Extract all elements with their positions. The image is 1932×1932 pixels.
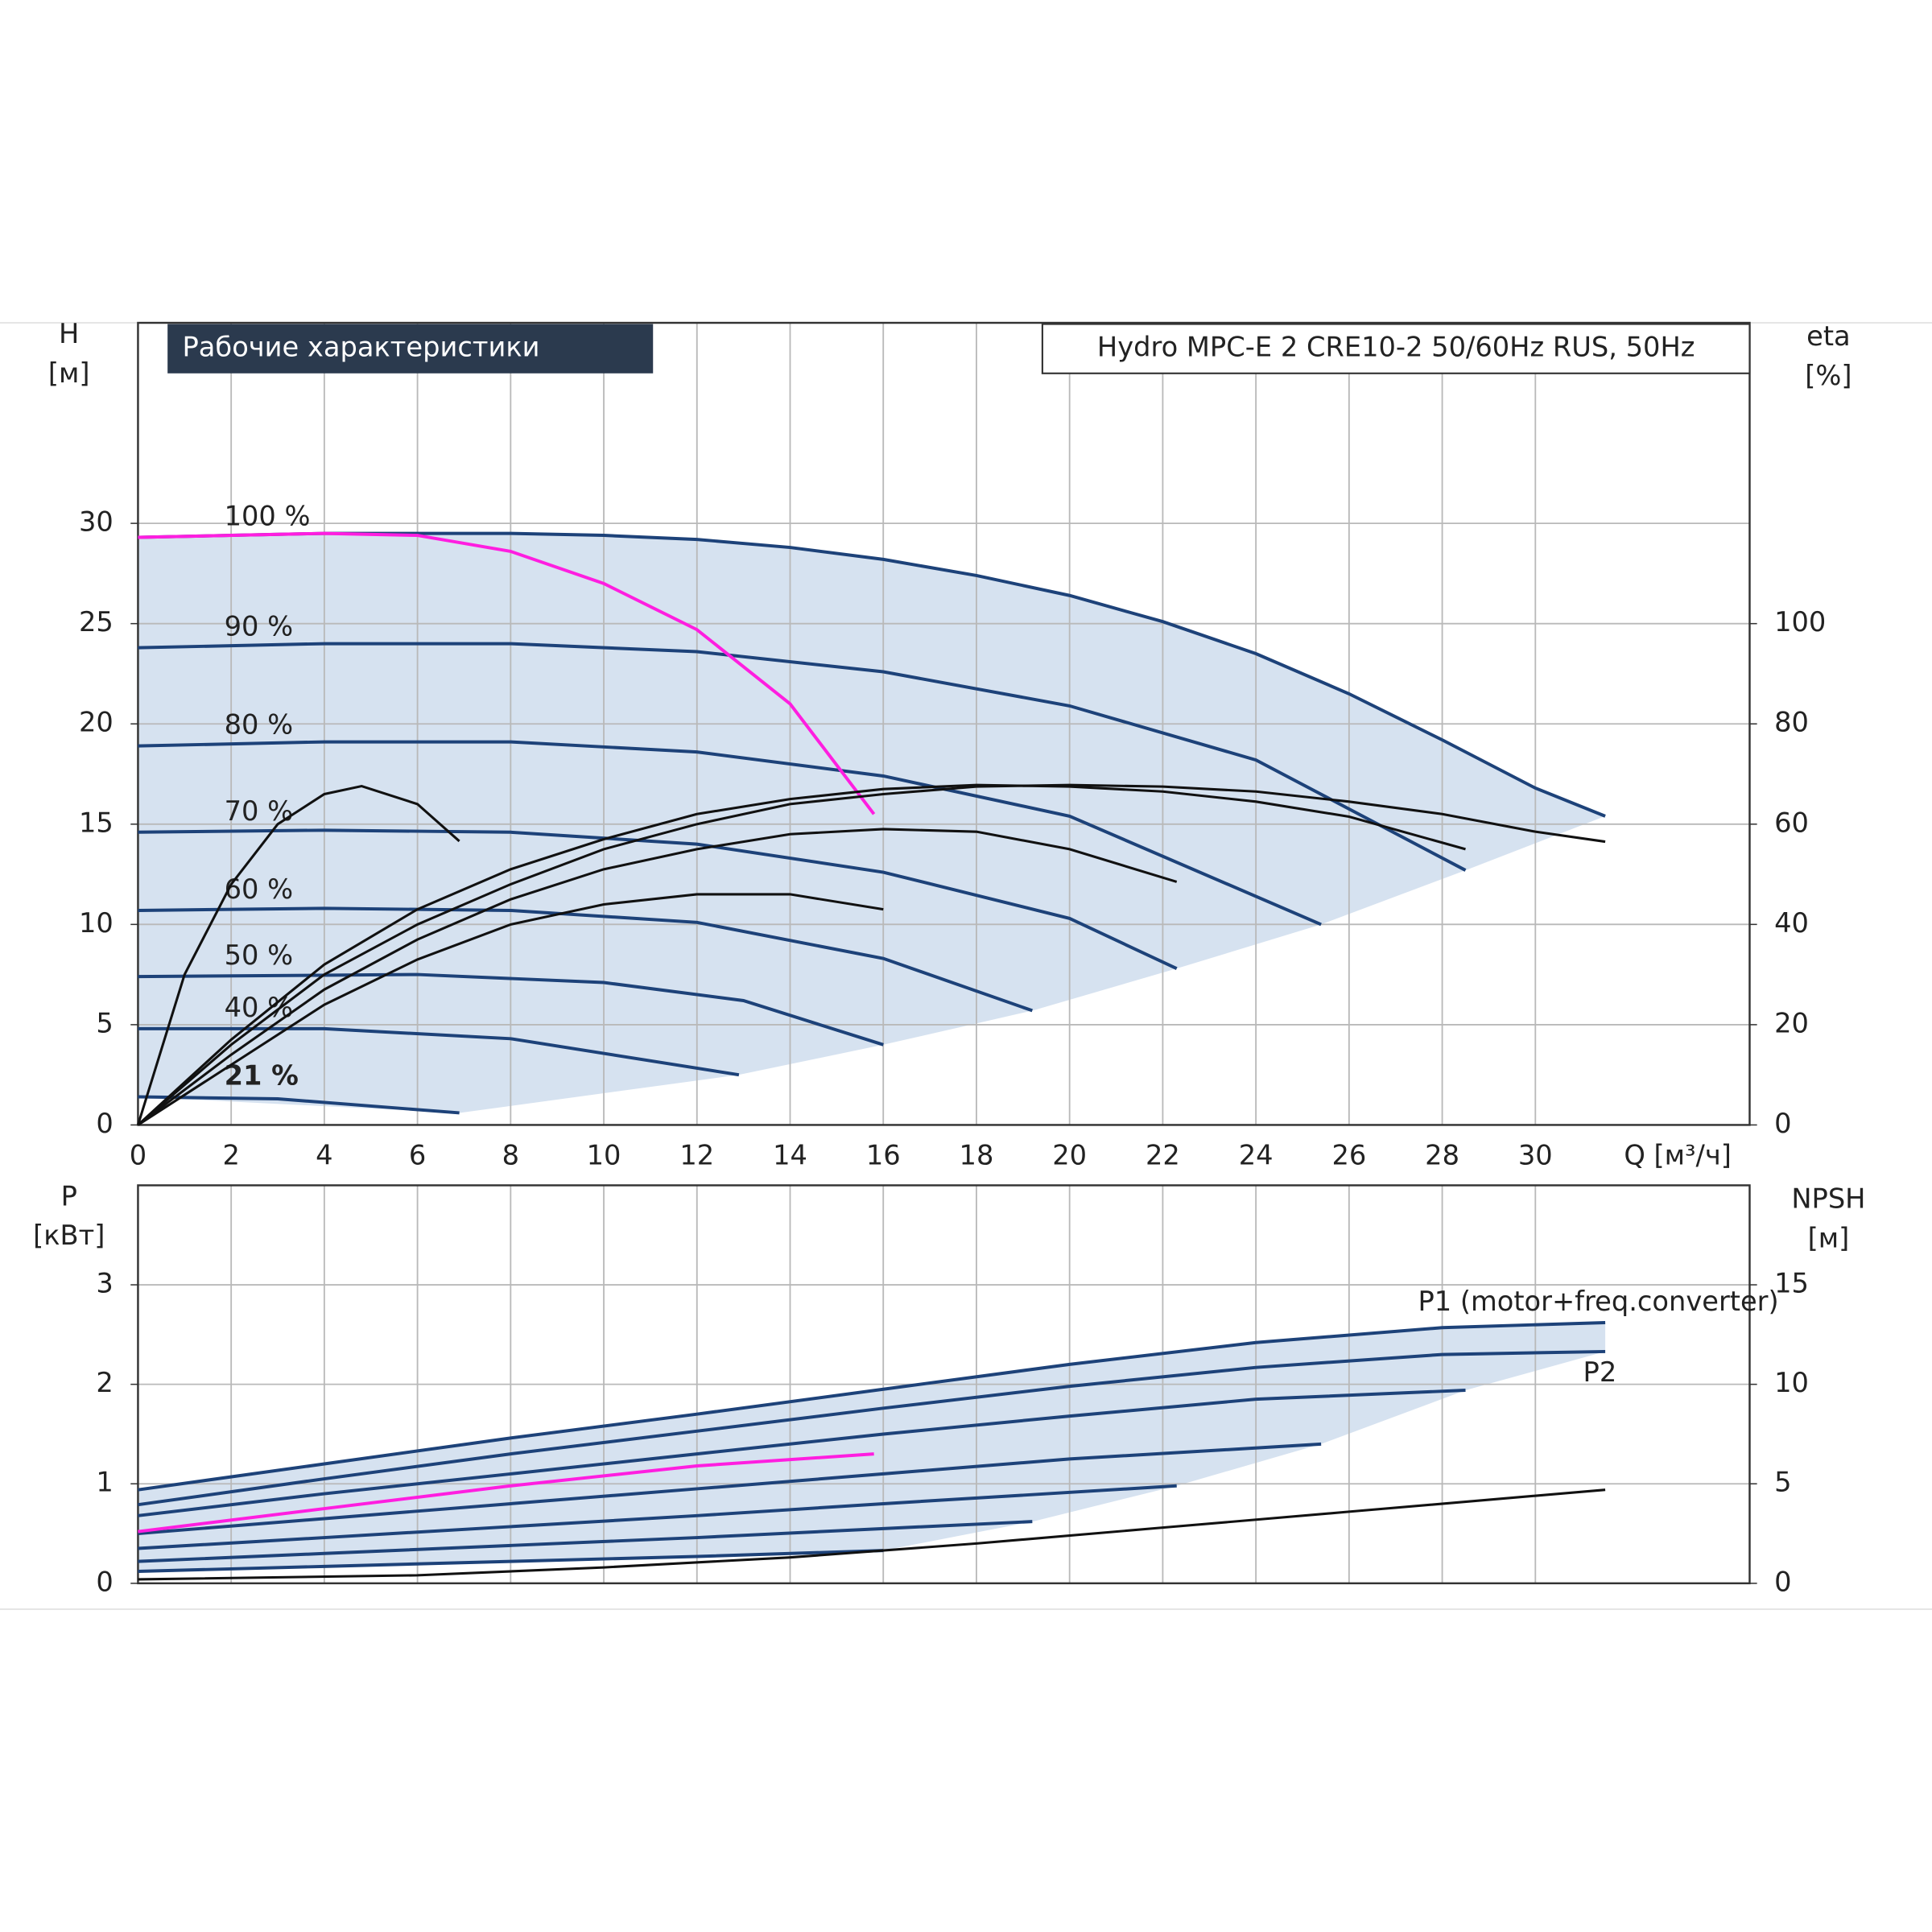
y2-axis-unit: [м]	[1808, 1222, 1850, 1253]
y-tick-label: 0	[96, 1566, 113, 1597]
curve	[138, 531, 876, 815]
x-tick-label: 18	[960, 1140, 994, 1171]
subtitle-box	[1041, 323, 1751, 374]
x-tick-label: 6	[409, 1140, 426, 1171]
x-tick-label: 2	[222, 1140, 239, 1171]
plot-frame	[137, 321, 1751, 1126]
speed-label: 80 %	[225, 709, 294, 741]
curve	[138, 1349, 1606, 1507]
curve	[138, 1549, 884, 1573]
speed-label: 90 %	[225, 611, 294, 642]
plot-frame	[137, 1184, 1751, 1585]
curve	[138, 1095, 460, 1115]
speed-label: 100 %	[225, 501, 311, 532]
y-tick-label: 20	[79, 707, 114, 738]
title-box	[167, 324, 654, 374]
x-tick-label: 8	[502, 1140, 519, 1171]
y-axis-unit: [кВт]	[33, 1220, 105, 1251]
curve	[137, 893, 884, 1126]
curve	[138, 1484, 1177, 1550]
y2-tick-label: 20	[1774, 1007, 1809, 1038]
curve	[138, 828, 1178, 971]
x-tick-label: 0	[130, 1140, 147, 1171]
series-label: P2	[1583, 1356, 1617, 1388]
y-tick-label: 25	[79, 606, 114, 638]
x-tick-label: 22	[1146, 1140, 1180, 1171]
series-label: P1 (motor+freq.converter)	[1418, 1286, 1778, 1317]
y-tick-label: 0	[96, 1108, 113, 1139]
x-tick-label: 20	[1052, 1140, 1087, 1171]
y2-tick-label: 0	[1774, 1108, 1791, 1139]
curve	[138, 1442, 1322, 1535]
x-tick-label: 24	[1239, 1140, 1274, 1171]
y2-tick-label: 5	[1774, 1467, 1791, 1498]
y-tick-label: 30	[79, 506, 114, 538]
curve	[138, 1520, 1033, 1563]
x-tick-label: 16	[866, 1140, 901, 1171]
curve	[138, 1452, 874, 1534]
operating-area	[138, 533, 1606, 1113]
speed-label: 21 %	[225, 1060, 299, 1092]
curve	[138, 1026, 740, 1077]
y-tick-label: 2	[96, 1367, 113, 1398]
curve	[138, 642, 1467, 872]
y-axis-label: H	[59, 318, 79, 349]
y2-tick-label: 40	[1774, 907, 1809, 939]
x-tick-label: 30	[1518, 1140, 1553, 1171]
y2-tick-label: 10	[1774, 1367, 1809, 1398]
x-tick-label: 14	[773, 1140, 807, 1171]
curve	[137, 783, 1606, 1126]
chart-title: Рабочие характеристики	[183, 332, 540, 363]
y2-axis-unit: [%]	[1805, 360, 1852, 391]
curve	[138, 906, 1034, 1013]
x-tick-label: 10	[587, 1140, 621, 1171]
curve	[136, 784, 460, 1125]
y-tick-label: 15	[79, 807, 114, 838]
curve	[138, 740, 1322, 927]
chart-subtitle: Hydro MPC-E 2 CRE10-2 50/60Hz RUS, 50Hz	[1097, 332, 1695, 363]
curve	[138, 1488, 1606, 1581]
curve	[137, 783, 1466, 1126]
y-tick-label: 5	[96, 1007, 113, 1038]
y-tick-label: 10	[79, 907, 114, 939]
x-tick-label: 26	[1331, 1140, 1366, 1171]
curve	[138, 1320, 1606, 1492]
y-tick-label: 1	[96, 1467, 113, 1498]
y2-tick-label: 0	[1774, 1566, 1791, 1597]
y2-tick-label: 15	[1774, 1268, 1809, 1299]
x-tick-label: 12	[679, 1140, 714, 1171]
y2-tick-label: 60	[1774, 807, 1809, 838]
y2-axis-label: NPSH	[1791, 1183, 1865, 1214]
y2-tick-label: 80	[1774, 707, 1809, 738]
x-tick-label: 4	[316, 1140, 332, 1171]
x-axis-label: Q [м³/ч]	[1624, 1140, 1732, 1171]
y-axis-unit: [м]	[48, 357, 90, 389]
y-tick-label: 3	[96, 1268, 113, 1299]
y2-axis-label: eta	[1806, 320, 1851, 352]
speed-label: 50 %	[225, 939, 294, 971]
y2-tick-label: 100	[1774, 606, 1826, 638]
curve	[137, 828, 1178, 1126]
y-axis-label: P	[61, 1180, 77, 1212]
x-tick-label: 28	[1425, 1140, 1459, 1171]
curve	[138, 1389, 1466, 1517]
